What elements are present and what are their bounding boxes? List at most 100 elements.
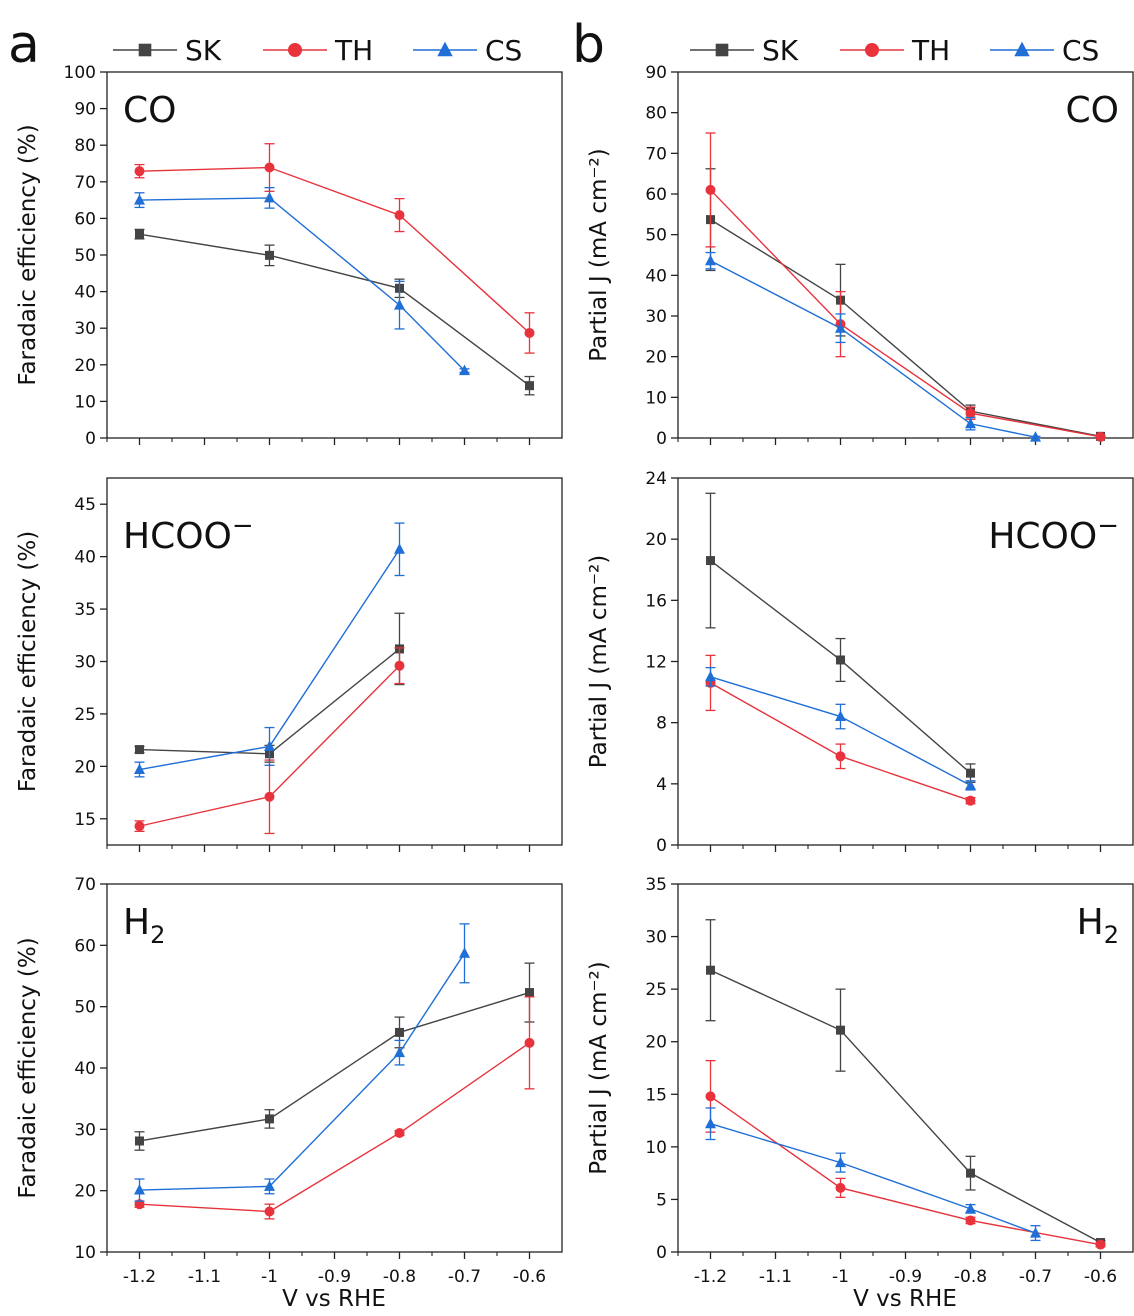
y-tick-label: 15 [645, 1085, 667, 1105]
product-base: HCOO [988, 516, 1097, 557]
x-tick-label: -0.7 [448, 1267, 481, 1287]
series-SK [134, 962, 535, 1151]
series-CS [705, 1107, 1041, 1242]
x-tick-label: -0.8 [954, 1267, 987, 1287]
y-tick-label: 100 [64, 63, 96, 83]
data-point [965, 1215, 976, 1226]
series-TH [705, 654, 976, 806]
y-tick-label: 20 [645, 1033, 667, 1053]
legend: SK TH CS [690, 34, 1099, 67]
data-point [135, 1136, 144, 1146]
y-tick-label: 70 [74, 173, 96, 193]
data-point [705, 254, 716, 266]
series-line [709, 189, 1101, 438]
series-SK [705, 168, 1106, 441]
data-point [1030, 1227, 1041, 1238]
x-axis-label: V vs RHE [853, 1286, 957, 1312]
y-tick-label: 24 [645, 469, 667, 489]
panel-b-hcoo: 0 4 8 12 16 20 24 Partial J (mA cm⁻²) HCOO− [586, 469, 1134, 856]
product-base: CO [123, 90, 176, 131]
data-point [966, 768, 975, 778]
data-point [835, 710, 846, 722]
panel-a-hcoo: 15 20 25 30 35 40 45 Faradaic efficiency (%) HCO… [15, 477, 563, 852]
legend-label: SK [185, 34, 222, 67]
x-tick-label: -0.8 [383, 1267, 416, 1287]
series-line [139, 1042, 530, 1213]
y-tick-label: 40 [645, 266, 667, 286]
data-point [1095, 1239, 1106, 1250]
product-superscript: − [1097, 511, 1119, 541]
legend-label: SK [762, 34, 799, 67]
data-point [705, 1117, 716, 1129]
product-title: HCOO− [988, 511, 1119, 557]
data-point [395, 1027, 404, 1037]
y-tick-label: 60 [74, 936, 96, 956]
series-TH [134, 996, 535, 1220]
y-tick-label: 20 [74, 356, 96, 376]
data-point [965, 779, 976, 790]
data-point [835, 1182, 846, 1193]
legend: SK TH CS [113, 34, 522, 67]
data-point [705, 670, 716, 682]
x-tick-label: -0.9 [889, 1267, 922, 1287]
product-base: H [123, 902, 150, 943]
y-tick-label: 30 [74, 1120, 96, 1140]
legend-label: TH [911, 34, 950, 67]
y-tick-label: 50 [74, 998, 96, 1018]
y-tick-label: 0 [656, 1243, 667, 1263]
data-point [525, 381, 534, 391]
x-axis-label: V vs RHE [282, 1286, 386, 1312]
y-tick-label: 45 [74, 495, 96, 515]
y-tick-label: 80 [645, 104, 667, 124]
data-point [135, 229, 144, 239]
y-tick-label: 35 [74, 600, 96, 620]
y-tick-label: 35 [645, 875, 667, 895]
data-point [135, 745, 144, 755]
y-tick-label: 25 [645, 980, 667, 1000]
plot-frame [677, 883, 1134, 1253]
series-line [139, 166, 530, 334]
series-line [710, 1095, 1101, 1246]
data-point [394, 1046, 405, 1058]
y-tick-label: 25 [74, 705, 96, 725]
data-point [835, 322, 846, 333]
y-axis-label: Partial J (mA cm⁻²) [586, 555, 612, 769]
y-tick-label: 4 [656, 775, 667, 795]
y-tick-label: 30 [74, 319, 96, 339]
legend-marker [437, 41, 453, 57]
y-tick-label: 10 [645, 1138, 667, 1158]
data-point [706, 556, 715, 566]
product-base: H [1077, 902, 1104, 943]
series-CS [134, 187, 470, 376]
data-point [134, 166, 145, 177]
series-line [710, 682, 971, 802]
y-axis-label: Faradaic efficiency (%) [15, 937, 41, 1198]
product-base: CO [1066, 90, 1119, 131]
y-tick-label: 40 [74, 283, 96, 303]
legend-marker [865, 43, 880, 57]
y-tick-label: 0 [656, 836, 667, 856]
panel-b-co: 0 10 20 30 40 50 60 70 80 90 Partial J (mA cm⁻²) CO [586, 63, 1134, 449]
data-point [394, 543, 405, 554]
legend-label: CS [1062, 34, 1099, 67]
y-axis-label: Faradaic efficiency (%) [15, 124, 41, 385]
y-tick-label: 10 [645, 388, 667, 408]
y-tick-label: 8 [656, 714, 667, 734]
y-tick-label: 50 [645, 226, 667, 246]
data-point [264, 1180, 275, 1191]
series-CS [705, 251, 1041, 442]
series-TH [705, 1059, 1106, 1250]
x-tick-label: -0.9 [318, 1267, 351, 1287]
series-CS [134, 923, 470, 1202]
data-point [264, 740, 275, 751]
panel-letter: b [572, 15, 605, 75]
data-point [966, 1168, 975, 1178]
data-point [835, 751, 846, 762]
y-tick-label: 90 [645, 63, 667, 83]
series-TH [134, 647, 405, 835]
series-TH [134, 143, 535, 354]
legend-marker [715, 43, 729, 57]
series-line [710, 219, 1101, 438]
legend-label: TH [334, 34, 373, 67]
y-axis-label: Partial J (mA cm⁻²) [586, 148, 612, 362]
